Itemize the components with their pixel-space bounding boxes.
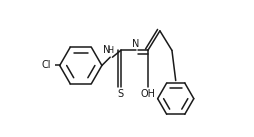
Text: N: N — [102, 45, 110, 55]
Text: S: S — [117, 89, 123, 99]
Text: Cl: Cl — [41, 61, 51, 70]
Text: OH: OH — [140, 89, 155, 99]
Text: H: H — [107, 46, 113, 55]
Text: N: N — [132, 39, 139, 49]
